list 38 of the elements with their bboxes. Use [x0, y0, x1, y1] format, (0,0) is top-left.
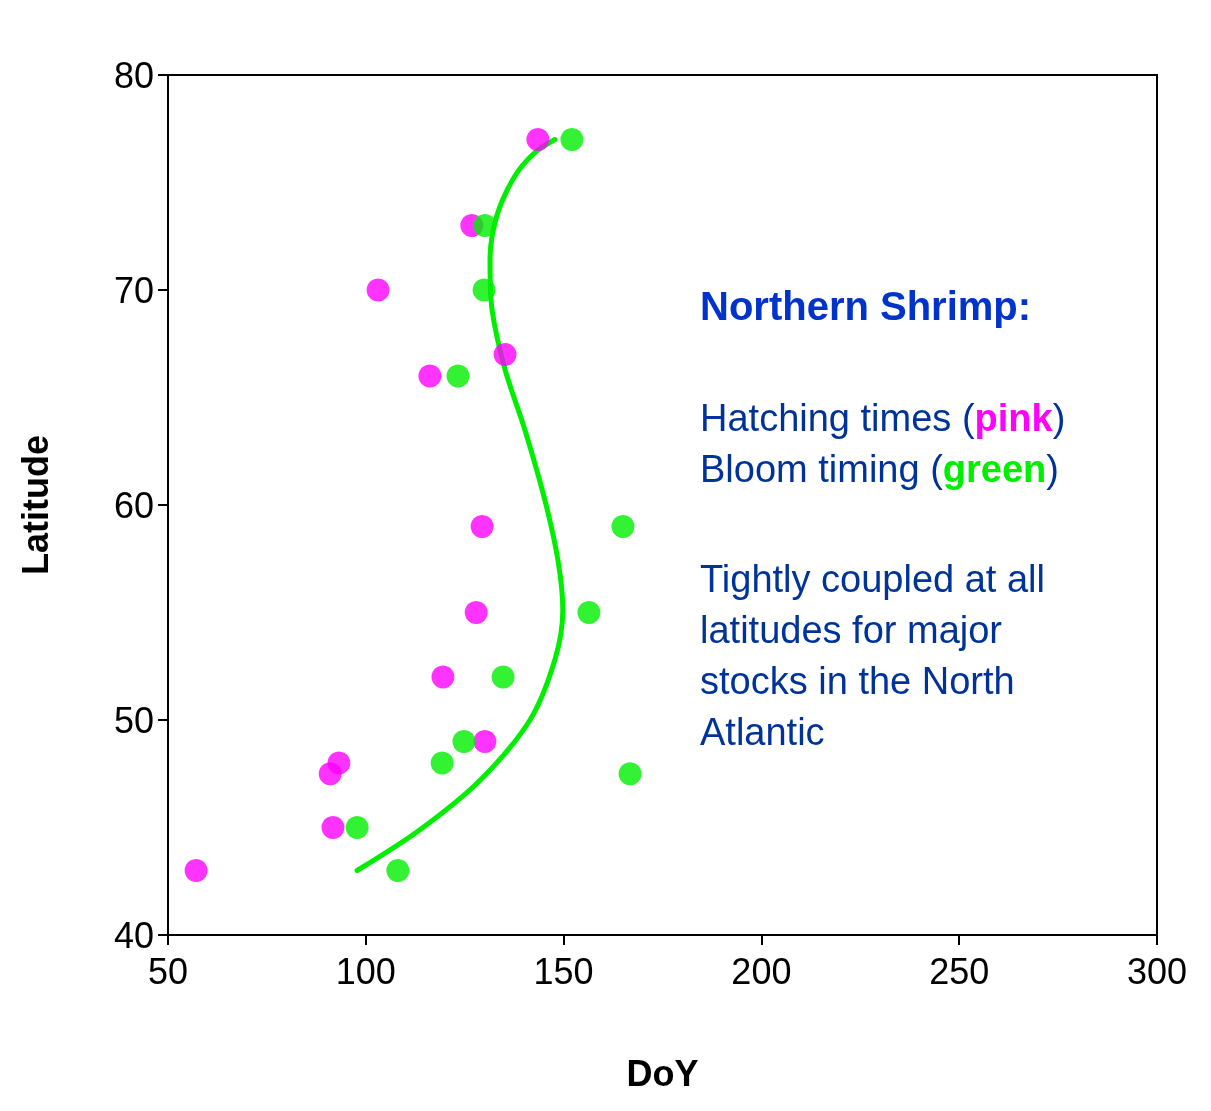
annotation: Bloom timing (green): [700, 448, 1059, 490]
point: [430, 751, 454, 775]
point: [366, 278, 390, 302]
annotation: Hatching times (pink): [700, 397, 1066, 439]
point: [431, 665, 455, 689]
point: [526, 128, 550, 151]
x-tick-label: 200: [731, 950, 792, 992]
annotation: Northern Shrimp:: [700, 284, 1032, 328]
point: [318, 762, 342, 786]
point: [446, 364, 470, 388]
point: [345, 816, 369, 839]
y-tick-label: 60: [113, 484, 154, 526]
point: [452, 730, 476, 753]
point: [491, 665, 515, 689]
x-tick-label: 300: [1126, 950, 1188, 992]
point: [611, 515, 635, 538]
y-axis-title: Latitude: [14, 435, 56, 575]
point: [184, 859, 208, 882]
y-tick-label: 50: [113, 699, 154, 741]
point: [386, 859, 410, 882]
point: [618, 762, 642, 786]
point: [321, 816, 345, 839]
x-tick-label: 100: [335, 950, 396, 992]
point: [473, 730, 497, 753]
point: [470, 515, 494, 538]
x-tick-label: 150: [533, 950, 594, 992]
point: [560, 128, 584, 151]
point: [577, 601, 601, 624]
point: [418, 364, 442, 388]
point: [472, 278, 496, 302]
y-tick-label: 80: [113, 54, 154, 96]
annotation: Tightly coupled at all latitudes for major stocks in the North Atlantic: [700, 557, 1056, 753]
point: [493, 343, 517, 366]
point: [464, 601, 488, 624]
x-tick-label: 250: [929, 950, 990, 992]
x-axis-title: DoY: [626, 1052, 699, 1094]
y-tick-label: 70: [113, 269, 154, 311]
point: [473, 214, 497, 237]
